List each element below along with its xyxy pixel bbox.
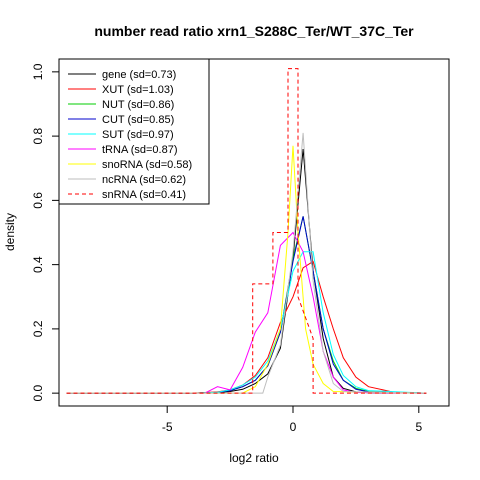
- legend-label: snoRNA (sd=0.58): [102, 159, 192, 171]
- x-tick-label: -5: [162, 420, 173, 434]
- y-tick-label: 0.0: [31, 384, 45, 401]
- series-line-7: [66, 132, 427, 394]
- legend-label: gene (sd=0.73): [102, 69, 176, 81]
- y-axis: 0.0 0.2 0.4 0.6 0.8 1.0: [31, 63, 60, 401]
- series-line-6: [66, 145, 427, 394]
- series-line-1: [66, 260, 427, 394]
- legend-label: tRNA (sd=0.87): [102, 144, 178, 156]
- plot-area: [66, 68, 427, 394]
- y-tick-label: 0.8: [31, 127, 45, 144]
- legend-label: snRNA (sd=0.41): [102, 189, 186, 201]
- legend-label: ncRNA (sd=0.62): [102, 174, 186, 186]
- legend-label: SUT (sd=0.97): [102, 129, 174, 141]
- legend-label: XUT (sd=1.03): [102, 84, 174, 96]
- y-tick-label: 0.6: [31, 192, 45, 209]
- series-line-3: [66, 216, 427, 394]
- x-axis-label: log2 ratio: [229, 451, 279, 465]
- y-tick-label: 0.2: [31, 320, 45, 337]
- y-tick-label: 1.0: [31, 63, 45, 80]
- chart-title: number read ratio xrn1_S288C_Ter/WT_37C_…: [94, 23, 414, 39]
- legend-label: CUT (sd=0.85): [102, 114, 174, 126]
- series-line-4: [66, 251, 427, 394]
- series-line-8: [66, 68, 427, 394]
- series-line-2: [66, 216, 427, 394]
- legend-label: NUT (sd=0.86): [102, 99, 174, 111]
- series-line-5: [66, 231, 427, 394]
- x-tick-label: 0: [290, 420, 297, 434]
- legend-box: [58, 58, 210, 205]
- x-axis: -5 0 5: [162, 405, 422, 434]
- y-axis-label: density: [3, 213, 17, 251]
- x-tick-label: 5: [415, 420, 422, 434]
- legend: gene (sd=0.73) XUT (sd=1.03) NUT (sd=0.86)…: [58, 58, 210, 205]
- y-tick-label: 0.4: [31, 256, 45, 273]
